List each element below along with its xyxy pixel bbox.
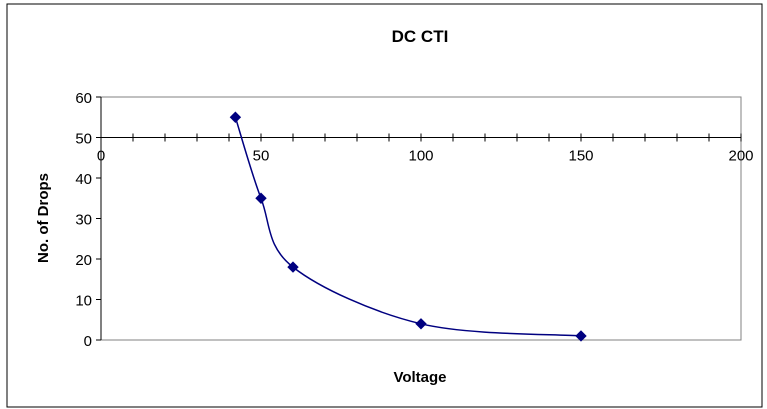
y-tick-label: 30 (75, 212, 92, 229)
y-tick-label: 50 (75, 131, 92, 148)
y-tick-label: 40 (75, 171, 92, 188)
data-point-marker (229, 111, 242, 123)
x-tick-label: 50 (253, 148, 270, 165)
x-tick-label: 100 (408, 148, 433, 165)
y-tick-label: 60 (75, 90, 92, 107)
series-line (234, 117, 582, 337)
x-tick-label: 200 (728, 148, 753, 165)
series-markers (229, 111, 587, 342)
x-tick-label: 150 (568, 148, 593, 165)
x-tick-label: 0 (97, 148, 105, 165)
chart-title: DC CTI (392, 27, 449, 46)
y-tick-label: 20 (75, 252, 92, 269)
data-point-marker (255, 192, 267, 204)
data-point-marker (287, 261, 299, 273)
data-point-marker (575, 330, 587, 342)
plot-area (100, 96, 742, 341)
y-tick-label: 0 (84, 333, 92, 350)
y-axis-label: No. of Drops (35, 173, 52, 263)
y-tick-label: 10 (75, 293, 92, 310)
data-point-marker (415, 318, 427, 330)
x-axis: 0 50 100 150 200 (97, 133, 754, 165)
x-axis-label: Voltage (393, 369, 446, 386)
